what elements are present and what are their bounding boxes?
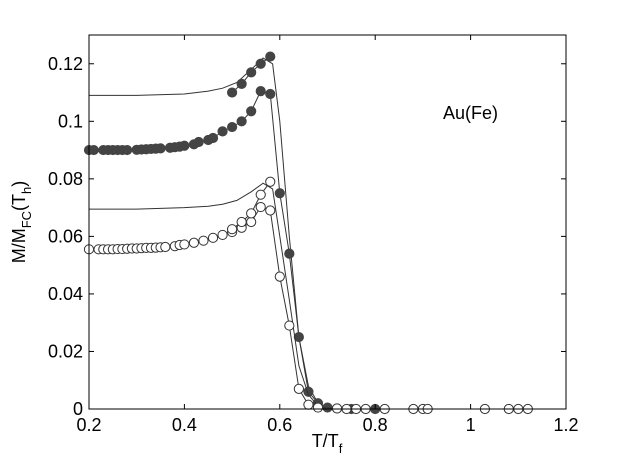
x-axis-label-main: T/T xyxy=(312,431,339,451)
y-axis-label-mid: (T xyxy=(9,194,29,211)
series-5-point xyxy=(179,239,190,250)
series-5-point xyxy=(217,229,228,241)
series-5-point xyxy=(207,232,219,243)
series-2-point xyxy=(274,188,285,199)
y-tick-label: 0.08 xyxy=(48,169,83,189)
series-6-point xyxy=(265,176,276,187)
series-2-point xyxy=(122,144,133,156)
series-3-point xyxy=(246,67,257,78)
y-axis-label-end: ) xyxy=(9,181,29,187)
x-tick-label: 0.4 xyxy=(172,415,197,435)
y-axis-label: M/MFC(Th) xyxy=(9,181,34,264)
y-tick-label: 0.02 xyxy=(48,341,83,361)
series-5-point xyxy=(293,383,304,394)
series-2-point xyxy=(255,86,266,97)
series-2-point xyxy=(303,386,314,397)
x-tick-label: 1.2 xyxy=(553,415,578,435)
series-1-line xyxy=(89,57,328,409)
axes: 0.2 0.4 0.6 0.8 1 1.2 0 0.02 0.04 0.06 0.08 0.1 0.12 xyxy=(48,34,579,435)
y-axis-label-main: M/M xyxy=(9,228,29,263)
series-2-point xyxy=(217,126,228,137)
y-axis-label-sub1: FC xyxy=(19,211,34,228)
series-2-point xyxy=(227,121,238,133)
x-axis-label-sub: f xyxy=(339,441,343,456)
series-5-point xyxy=(198,235,209,246)
y-tick-label: 0 xyxy=(73,399,83,419)
series-6-point xyxy=(227,224,238,235)
series-2-point xyxy=(246,106,257,117)
series-2-point xyxy=(284,248,295,259)
series-2-point xyxy=(193,136,204,148)
series-6-point xyxy=(236,216,247,228)
series-2-point xyxy=(179,140,190,151)
y-tick-label: 0.06 xyxy=(48,226,83,246)
series-3-point xyxy=(255,58,266,69)
y-tick-label: 0.12 xyxy=(48,54,83,74)
series-2-point xyxy=(155,143,166,154)
series-5-point xyxy=(188,237,200,248)
x-tick-label: 0.2 xyxy=(76,415,101,435)
x-tick-label: 0.6 xyxy=(267,415,292,435)
series-2-point xyxy=(265,88,276,100)
y-tick-label: 0.1 xyxy=(58,111,83,131)
series-2-point xyxy=(88,144,99,156)
series-3-point xyxy=(265,51,276,62)
y-tick-label: 0.04 xyxy=(48,284,83,304)
x-tick-label: 0.8 xyxy=(363,415,388,435)
x-tick-label: 1 xyxy=(466,415,476,435)
series-5-point xyxy=(303,399,314,410)
series-2-point xyxy=(207,132,219,144)
series-5-point xyxy=(160,241,171,253)
y-axis-label-sub2: h xyxy=(19,187,34,194)
series-3-point xyxy=(236,78,247,90)
series-2-point xyxy=(236,116,247,127)
series-5-point xyxy=(284,320,295,331)
series-5-point xyxy=(312,402,324,413)
chart-annotation: Au(Fe) xyxy=(443,103,498,123)
series-3-point xyxy=(227,87,238,98)
series-5-point xyxy=(331,403,343,414)
series-5-point xyxy=(246,216,257,228)
series-4-line xyxy=(89,182,328,409)
axes-frame xyxy=(88,34,567,410)
series-6-point xyxy=(255,189,266,200)
series-5-point xyxy=(255,201,266,213)
series-5-point xyxy=(274,271,285,282)
series-6-point xyxy=(246,208,257,219)
x-axis-label: T/Tf xyxy=(312,431,343,456)
series-5-point xyxy=(265,205,276,216)
